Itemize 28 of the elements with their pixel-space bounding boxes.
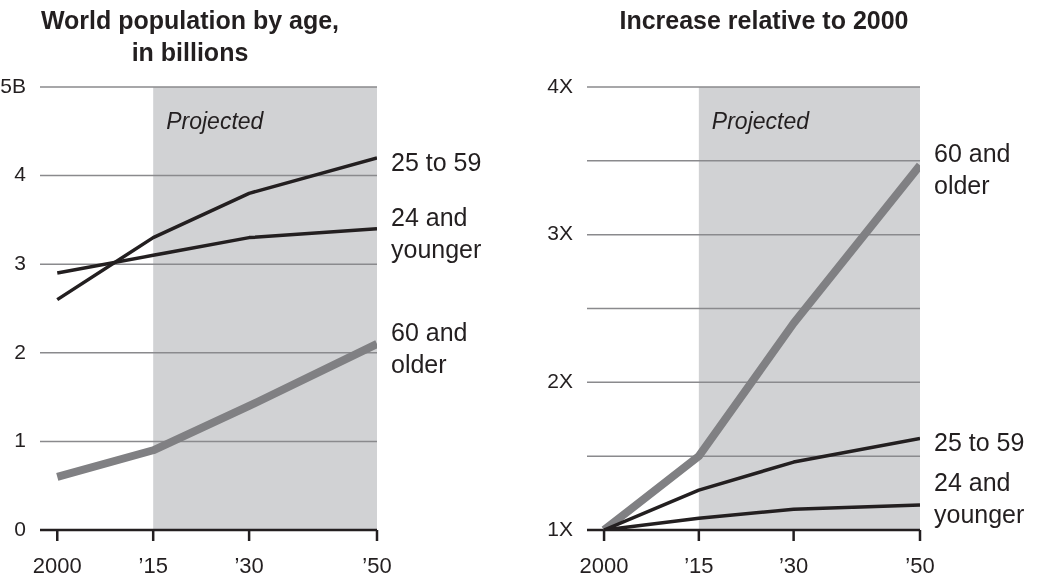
y-tick-label: 5B [0,73,26,97]
series-label: 60 and older [391,317,468,378]
series-label: 24 and younger [934,467,1025,528]
y-tick-label: 1 [14,428,26,452]
y-tick-label: 2X [547,369,573,393]
y-tick-label: 4X [547,73,573,97]
x-tick-label: ’50 [362,553,392,579]
x-tick-label: ’30 [778,553,809,579]
y-tick-label: 0 [14,516,26,540]
series-label: 25 to 59 [934,428,1025,457]
y-tick-label: 3X [547,221,573,245]
y-tick-label: 4 [14,162,27,186]
x-tick-label: 2000 [32,553,82,579]
chart-title: World population by age, in billions [39,5,341,68]
series-label: 25 to 59 [391,147,482,176]
band-label: Projected [711,108,811,135]
y-tick-label: 1X [547,516,573,540]
y-tick-label: 2 [14,339,26,363]
x-tick-label: ’50 [905,553,935,579]
x-tick-label: 2000 [579,553,629,579]
series-label: 24 and younger [391,202,482,263]
x-tick-label: ’15 [684,553,714,579]
series-label: 60 and older [934,139,1011,200]
band-label: Projected [166,108,265,135]
x-tick-label: ’30 [234,553,264,579]
y-tick-label: 3 [14,251,26,274]
chart-title: Increase relative to 2000 [618,5,910,36]
x-tick-label: ’15 [138,553,168,579]
